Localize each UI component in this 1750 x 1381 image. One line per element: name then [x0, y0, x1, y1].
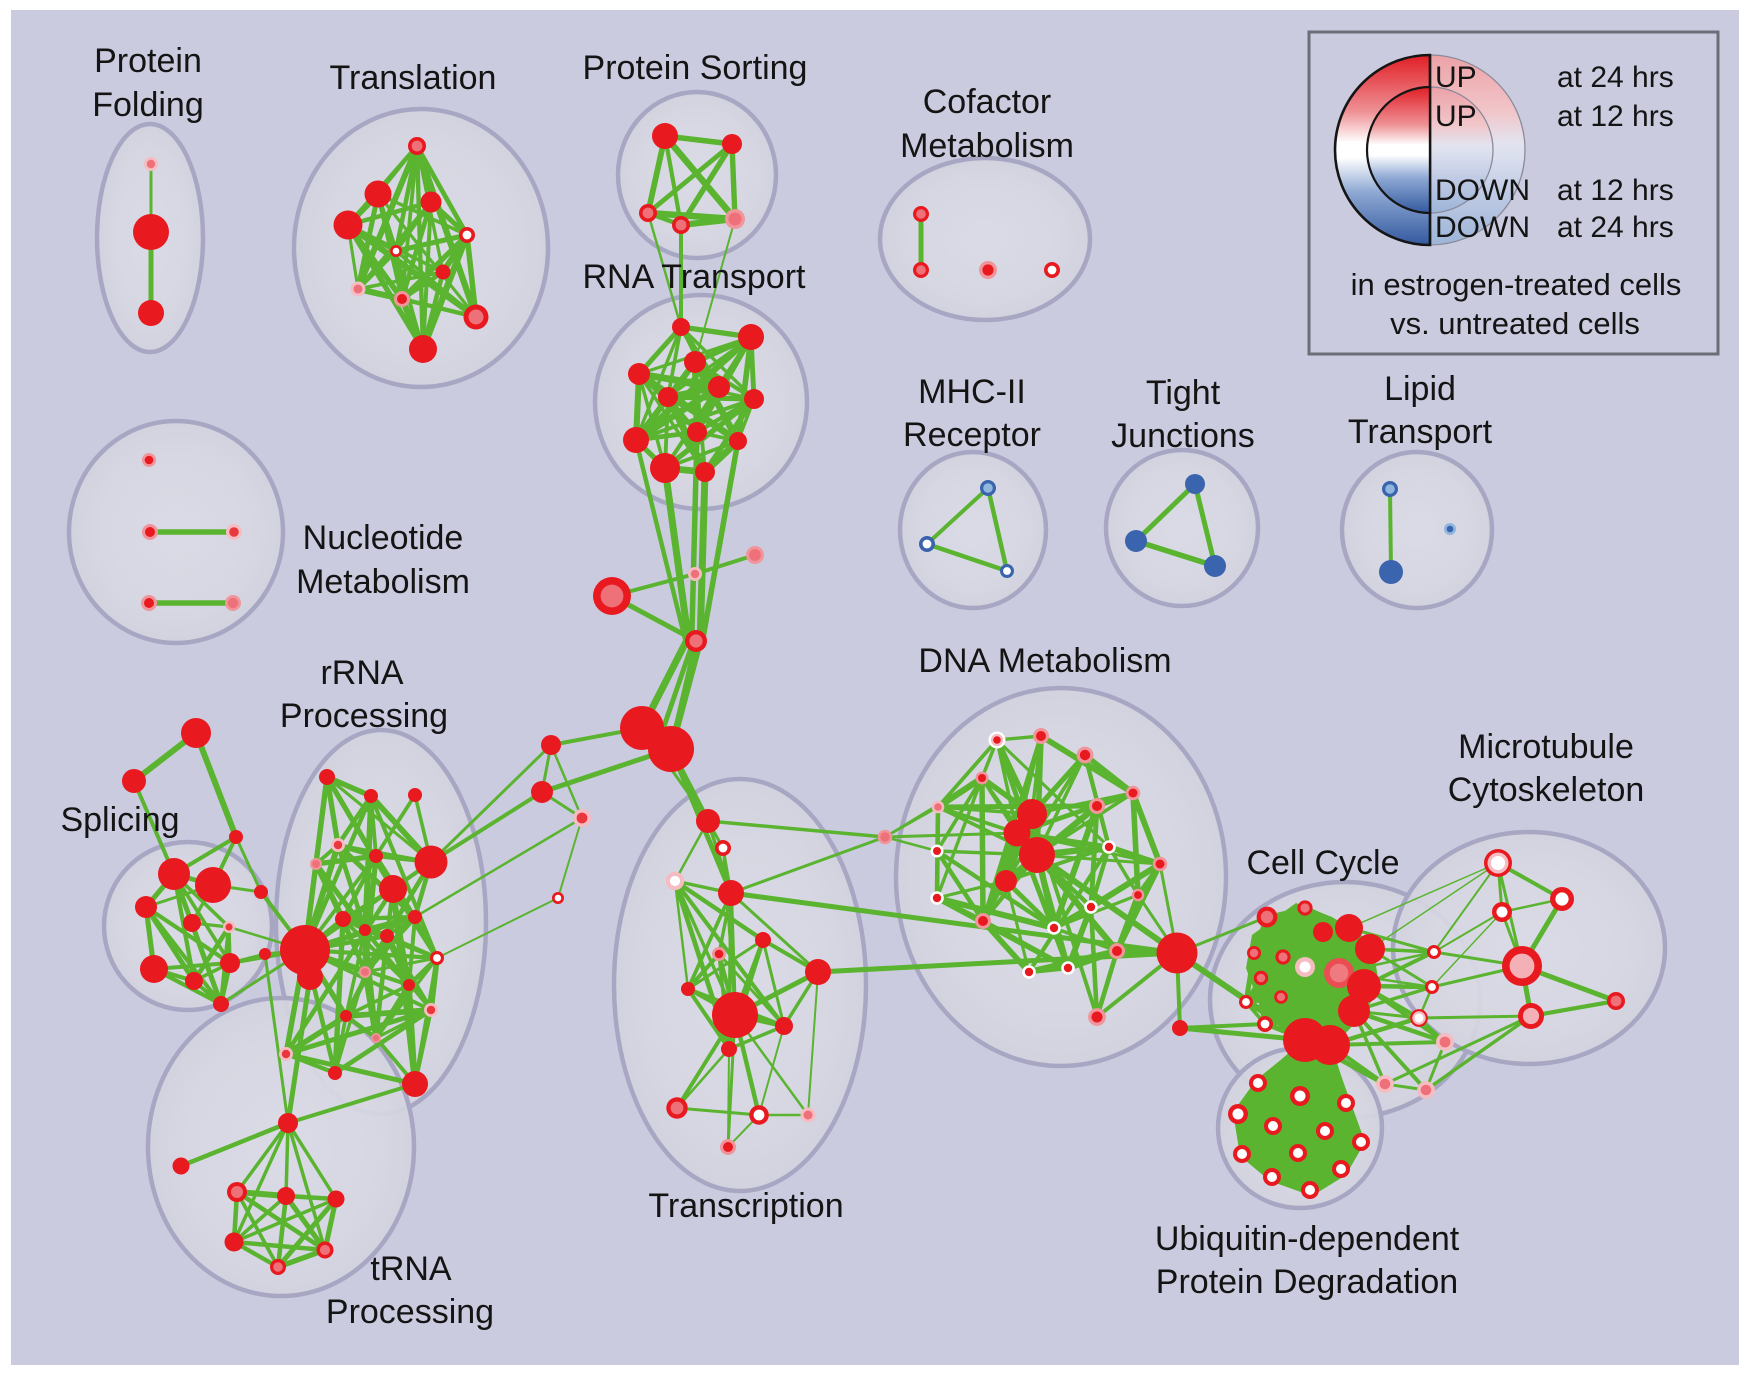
- svg-text:Lipid: Lipid: [1384, 370, 1456, 408]
- svg-text:Cell Cycle: Cell Cycle: [1246, 844, 1399, 882]
- svg-text:Transcription: Transcription: [648, 1187, 843, 1225]
- svg-text:Metabolism: Metabolism: [900, 127, 1074, 165]
- svg-text:Microtubule: Microtubule: [1458, 728, 1634, 766]
- svg-text:DOWN: DOWN: [1435, 174, 1530, 207]
- svg-text:Protein Degradation: Protein Degradation: [1156, 1263, 1458, 1301]
- svg-text:UP: UP: [1435, 100, 1477, 133]
- svg-text:RNA Transport: RNA Transport: [583, 258, 807, 296]
- svg-text:Protein Sorting: Protein Sorting: [583, 49, 808, 87]
- svg-text:Junctions: Junctions: [1111, 417, 1255, 455]
- svg-text:Ubiquitin-dependent: Ubiquitin-dependent: [1155, 1220, 1460, 1258]
- svg-text:Cytoskeleton: Cytoskeleton: [1448, 771, 1645, 809]
- svg-text:DNA Metabolism: DNA Metabolism: [918, 642, 1171, 680]
- svg-text:at 24 hrs: at 24 hrs: [1557, 61, 1674, 94]
- svg-text:Receptor: Receptor: [903, 416, 1041, 454]
- svg-text:at 12 hrs: at 12 hrs: [1557, 100, 1674, 133]
- svg-text:Transport: Transport: [1348, 413, 1493, 451]
- svg-text:UP: UP: [1435, 61, 1477, 94]
- svg-text:Tight: Tight: [1146, 374, 1221, 412]
- svg-text:Protein: Protein: [94, 42, 202, 80]
- svg-text:vs. untreated cells: vs. untreated cells: [1390, 306, 1640, 341]
- svg-text:MHC-II: MHC-II: [918, 373, 1026, 411]
- svg-text:at 24 hrs: at 24 hrs: [1557, 211, 1674, 244]
- svg-text:Splicing: Splicing: [60, 801, 179, 839]
- svg-text:Processing: Processing: [326, 1293, 494, 1331]
- svg-text:Processing: Processing: [280, 697, 448, 735]
- svg-text:Translation: Translation: [330, 59, 497, 97]
- svg-text:tRNA: tRNA: [370, 1250, 452, 1288]
- svg-text:rRNA: rRNA: [320, 654, 403, 692]
- svg-text:Nucleotide: Nucleotide: [303, 519, 464, 557]
- svg-text:Cofactor: Cofactor: [923, 83, 1052, 121]
- svg-text:Metabolism: Metabolism: [296, 563, 470, 601]
- svg-text:Folding: Folding: [92, 86, 204, 124]
- svg-text:in estrogen-treated cells: in estrogen-treated cells: [1351, 267, 1682, 302]
- svg-text:DOWN: DOWN: [1435, 211, 1530, 244]
- svg-text:at 12 hrs: at 12 hrs: [1557, 174, 1674, 207]
